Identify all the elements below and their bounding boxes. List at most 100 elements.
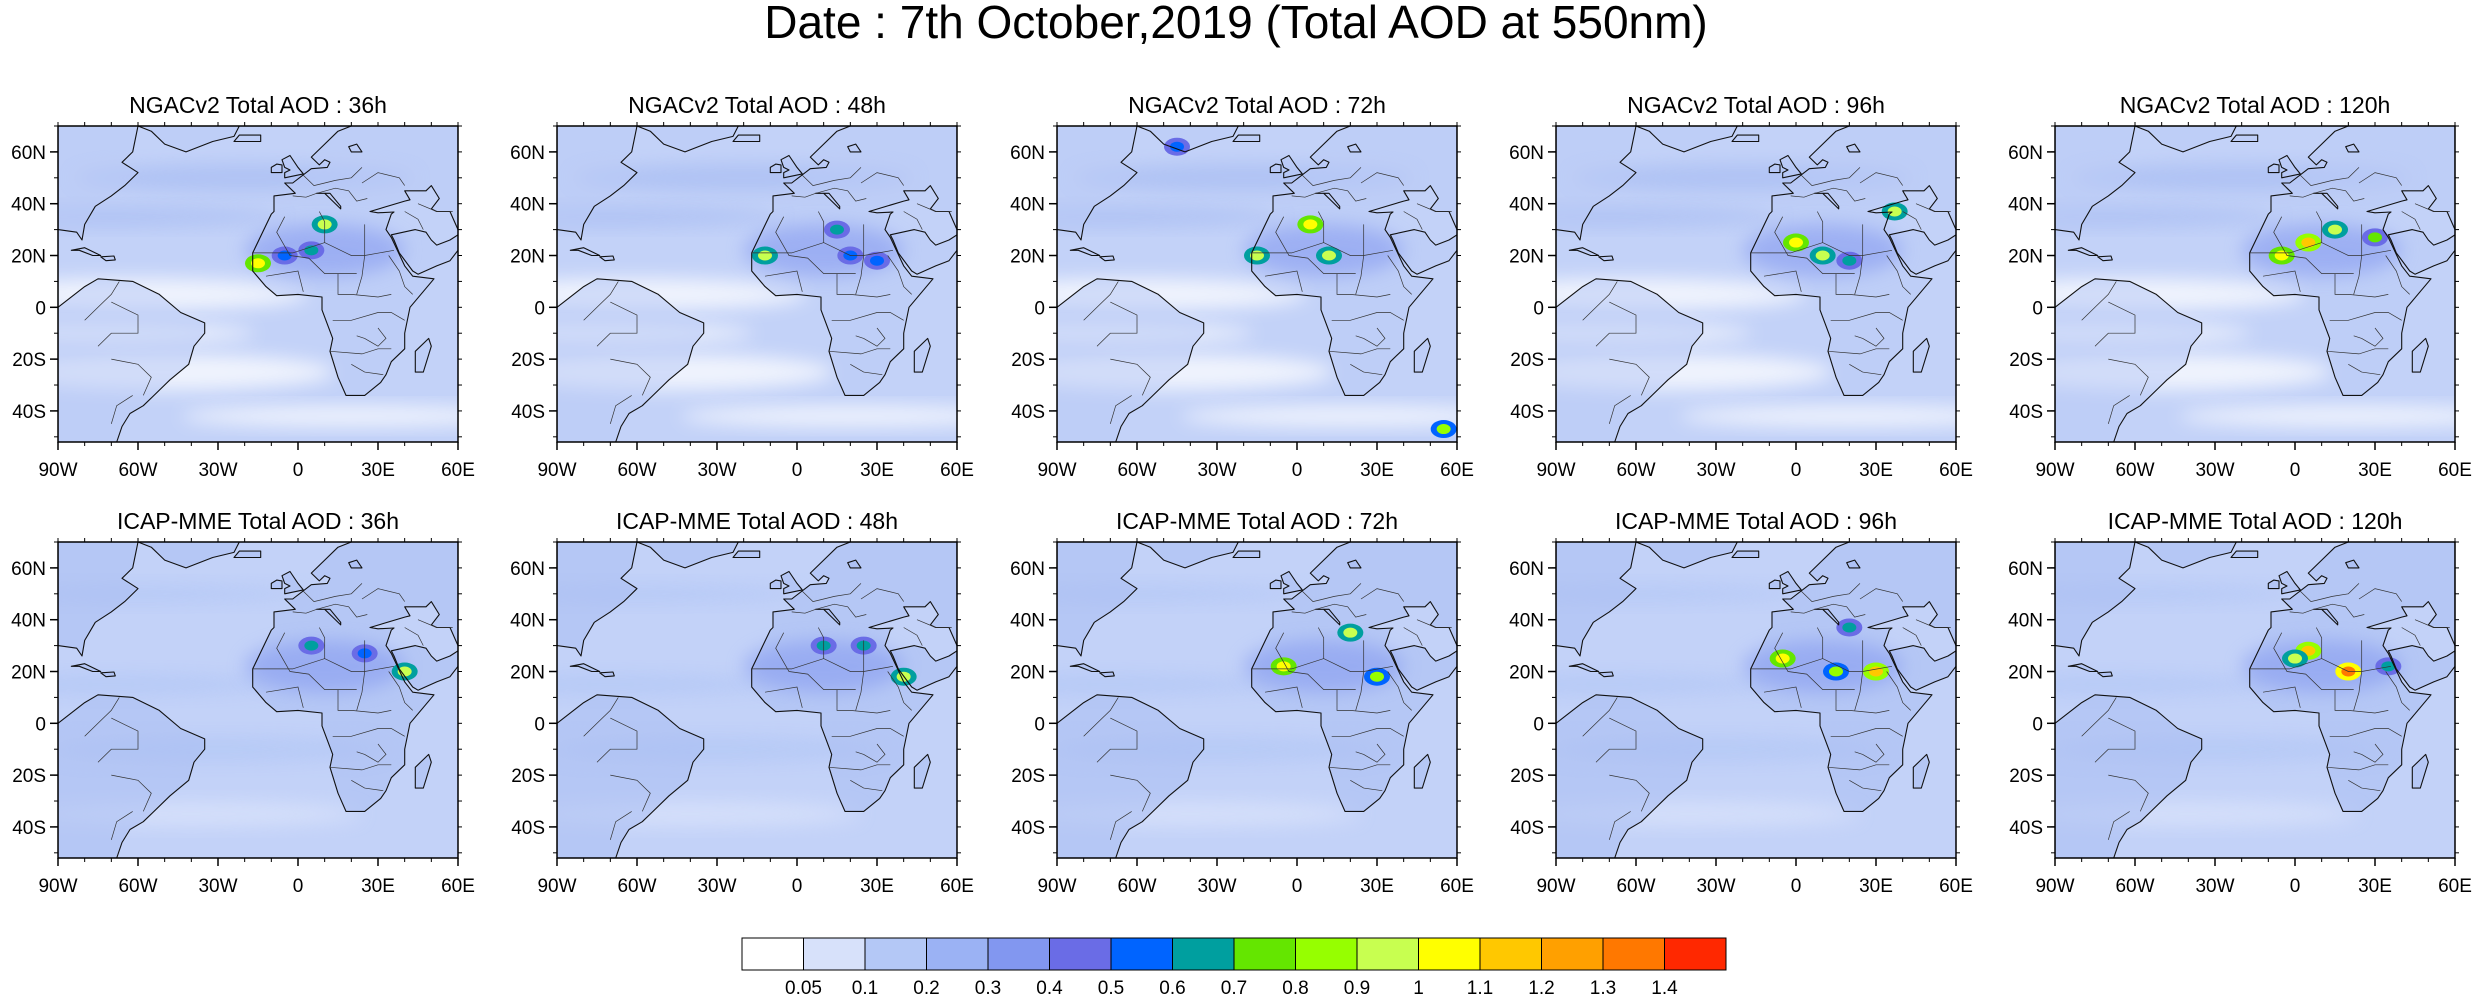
lat-tick-label: 0 — [534, 714, 545, 735]
country-border — [2329, 728, 2402, 737]
panel-title: NGACv2 Total AOD : 72h — [1128, 92, 1386, 118]
country-border — [2353, 743, 2384, 763]
lat-tick-label: 20S — [2009, 350, 2043, 371]
lon-tick-label: 60W — [118, 876, 157, 897]
lat-tick-label: 20N — [510, 247, 545, 268]
lat-tick-label: 20N — [1010, 663, 1045, 684]
aod-field-band — [1556, 672, 1780, 697]
land-fill-northAmerica — [557, 542, 637, 656]
land-fill-southAmerica — [557, 694, 704, 858]
aod-hotspot — [251, 258, 265, 269]
lon-tick-label: 30E — [361, 876, 395, 897]
coastline-euroAfrica — [252, 126, 458, 396]
land-fill-cuba — [1070, 663, 1100, 672]
country-border — [97, 717, 139, 763]
colorbar-swatch — [1541, 937, 1604, 971]
country-border — [1915, 203, 1951, 212]
country-border — [417, 619, 453, 628]
country-border — [610, 774, 651, 812]
lat-tick-label: 0 — [2032, 298, 2043, 319]
lat-tick-label: 40S — [2009, 818, 2043, 839]
lat-tick-label: 60N — [2008, 559, 2043, 580]
country-border — [2348, 779, 2381, 792]
country-border — [1835, 689, 1890, 714]
coastline-italy — [2313, 608, 2339, 626]
land-fill-arabia — [2388, 229, 2455, 275]
coastline-northAmerica — [2055, 126, 2136, 241]
country-border — [303, 583, 363, 602]
country-border — [265, 686, 304, 708]
country-border — [2334, 689, 2389, 714]
aod-field-band — [58, 672, 282, 697]
country-border — [329, 348, 392, 355]
aod-field-band — [557, 672, 781, 697]
coastline-ireland — [1269, 163, 1282, 174]
coastline-arabia — [1888, 645, 1956, 691]
lon-tick-label: 0 — [1292, 876, 1303, 897]
aod-hotspot — [1303, 219, 1318, 230]
country-border — [1582, 697, 1618, 737]
coastline-cuba — [2067, 247, 2099, 257]
country-border — [1854, 327, 1885, 347]
country-border — [1387, 671, 1412, 711]
coastline-hispaniola — [100, 255, 116, 262]
land-fill-cuba — [570, 247, 600, 256]
lat-tick-label: 40S — [2009, 402, 2043, 423]
country-border — [2081, 697, 2117, 737]
coastline-hispaniola — [599, 671, 615, 678]
country-border — [388, 671, 413, 711]
country-border — [2300, 167, 2360, 186]
country-border — [1291, 603, 1367, 618]
aod-hotspot — [1842, 622, 1857, 633]
coastline-scandinaviaLake — [348, 559, 363, 569]
country-border — [916, 619, 952, 628]
country-border — [596, 301, 638, 347]
country-border — [903, 211, 923, 230]
land-fill-iceland — [733, 551, 760, 558]
country-border — [1859, 172, 1903, 186]
aod-field-band — [680, 406, 957, 427]
country-border — [2401, 627, 2421, 646]
lon-tick-label: 60E — [1939, 876, 1973, 897]
country-border — [1350, 779, 1383, 792]
country-border — [596, 717, 638, 763]
country-border — [1790, 603, 1866, 618]
land-fill-cuba — [1569, 247, 1599, 256]
lon-tick-label: 60E — [1440, 460, 1474, 481]
colorbar-label: 1 — [1413, 978, 1424, 994]
country-border — [1849, 779, 1882, 792]
country-border — [2353, 640, 2363, 711]
coastline-northAmerica — [557, 126, 638, 241]
colorbar-label: 1.1 — [1467, 978, 1493, 994]
coastline-hispaniola — [2097, 671, 2113, 678]
colorbar-label: 0.5 — [1098, 978, 1124, 994]
coastline-britain — [1779, 154, 1802, 179]
country-border — [1827, 764, 1890, 771]
country-border — [337, 273, 392, 298]
coastline-iceland — [1731, 134, 1760, 143]
lon-tick-label: 30W — [1197, 876, 1236, 897]
coastline-cuba — [569, 247, 601, 257]
aod-field-band — [2055, 206, 2279, 227]
coastline-greenland — [137, 126, 240, 153]
land-fill-madagascar — [914, 754, 931, 789]
country-border — [610, 358, 651, 396]
country-border — [303, 167, 363, 186]
coastline-madagascar — [913, 337, 931, 373]
aod-map: 90W 60W 30W 0 30E 60E 60N 40N 20N 0 20S 40S — [11, 538, 475, 897]
coastline-ireland — [1269, 579, 1282, 590]
land-fill-greenland — [2135, 542, 2237, 568]
country-border — [265, 270, 304, 292]
aod-map-svg: 90W 60W 30W 0 30E 60E 60N 40N 20N 0 20S 40S — [1509, 538, 1973, 897]
lat-tick-label: 20S — [1011, 766, 1045, 787]
land-fill-cuba — [71, 663, 101, 672]
land-fill-southAmerica — [58, 278, 205, 442]
lon-tick-label: 90W — [1037, 460, 1076, 481]
land-fill-southAmerica — [1556, 694, 1703, 858]
coastline-iceland — [2230, 134, 2259, 143]
colorbar-swatch — [741, 937, 804, 971]
aod-field-band — [58, 206, 282, 227]
map-frame — [556, 125, 958, 443]
land-fill-iceland — [2231, 135, 2258, 142]
lat-tick-label: 40N — [11, 195, 46, 216]
